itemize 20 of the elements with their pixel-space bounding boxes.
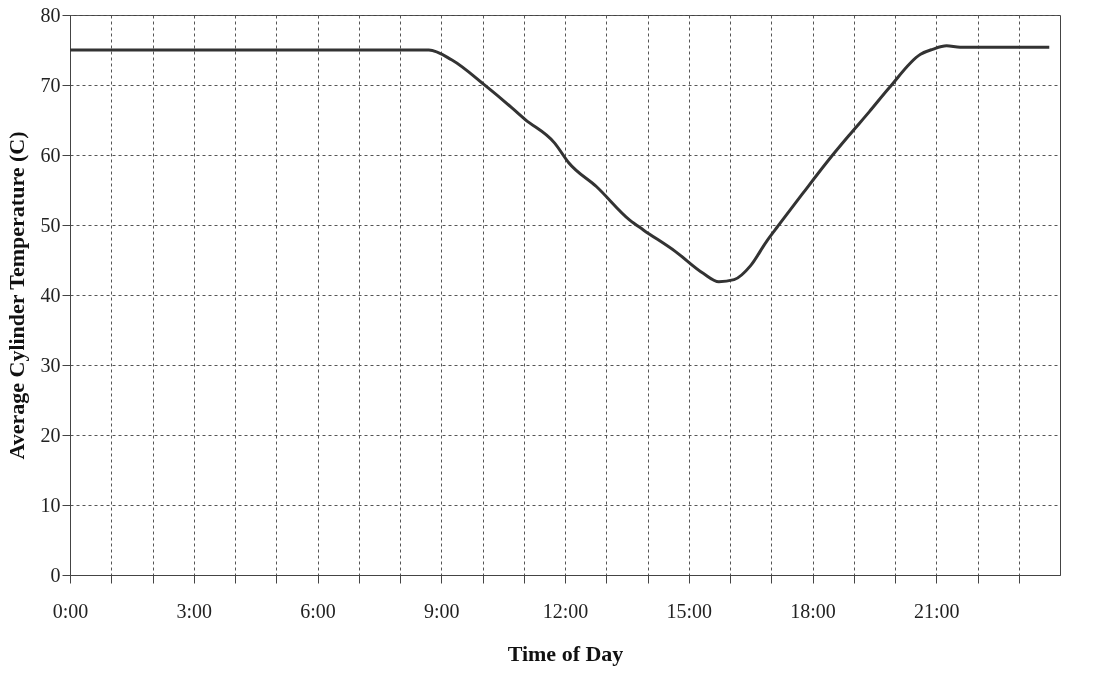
line-series (68, 44, 1051, 284)
y-tick-label: 40 (40, 283, 61, 306)
x-axis-title: Time of Day (507, 640, 624, 666)
y-tick-label: 70 (40, 73, 61, 96)
y-tick-label: 80 (40, 3, 61, 26)
x-tick-label: 12:00 (542, 599, 589, 622)
x-tick-label: 18:00 (790, 599, 836, 622)
y-tick-label: 0 (50, 563, 61, 586)
y-tick-label: 10 (40, 493, 61, 516)
x-tick-label: 9:00 (423, 599, 460, 622)
x-tick-label: 21:00 (913, 599, 960, 622)
y-axis-title: Average Cylinder Temperature (C) (3, 131, 29, 460)
x-tick-label: 15:00 (666, 599, 713, 622)
x-tick-label: 0:00 (52, 599, 89, 622)
y-tick-label: 60 (40, 143, 61, 166)
x-tick-label: 6:00 (300, 599, 336, 622)
x-tick-label: 3:00 (176, 599, 213, 622)
y-tick-label: 30 (40, 353, 61, 376)
y-tick-label: 20 (40, 423, 61, 446)
y-tick-label: 50 (40, 213, 61, 236)
